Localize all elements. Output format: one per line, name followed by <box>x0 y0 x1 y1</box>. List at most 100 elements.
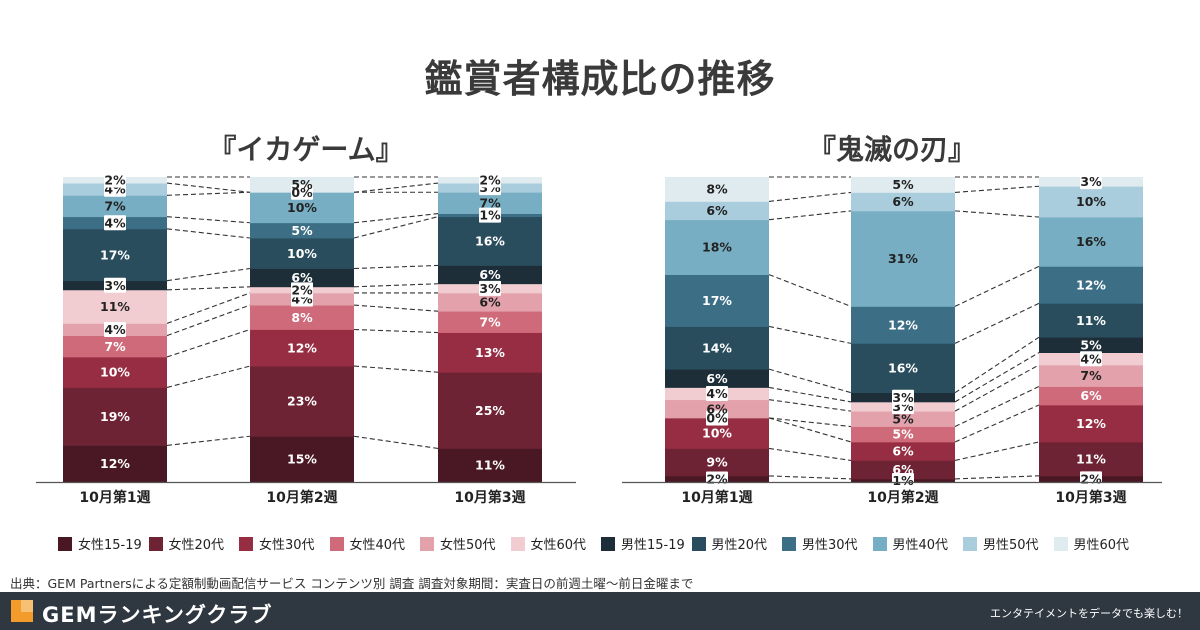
data-label-bg <box>291 184 313 200</box>
connector-line <box>353 213 439 224</box>
legend-item: 女性15-19 <box>58 534 142 553</box>
legend-item: 男性40代 <box>872 534 948 553</box>
bar-segment <box>438 216 542 266</box>
bar-segment <box>665 369 769 388</box>
data-label: 3% <box>104 278 126 293</box>
data-label: 15% <box>287 452 317 467</box>
bar-segment <box>1039 337 1143 354</box>
footer-bar: GEMランキングクラブ エンタテイメントをデータでも楽しむ！ <box>0 592 1200 630</box>
bar-segment <box>665 274 769 327</box>
bar-segment <box>1039 186 1143 218</box>
data-label: 12% <box>888 317 918 332</box>
connector-line <box>768 210 852 221</box>
legend-label: 女性30代 <box>259 538 315 553</box>
legend-label: 女性15-19 <box>78 538 142 553</box>
bar-segment <box>665 326 769 370</box>
legend-item: 女性50代 <box>420 534 496 553</box>
bar-segment <box>438 265 542 285</box>
connector-line <box>954 302 1040 344</box>
bar-segment <box>63 356 167 388</box>
bar-segment <box>250 222 354 239</box>
legend-label: 女性60代 <box>530 538 587 553</box>
bar-segment <box>1039 404 1143 443</box>
bar-segment <box>1039 386 1143 406</box>
data-label: 3% <box>1080 174 1102 189</box>
data-label: 19% <box>100 409 130 424</box>
data-label: 0% <box>706 410 728 425</box>
data-label: 5% <box>291 223 313 238</box>
bar-segment <box>438 448 542 483</box>
bar-segment <box>665 201 769 221</box>
data-label: 5% <box>291 177 313 192</box>
bar-segment <box>851 460 955 480</box>
legend-item: 男性30代 <box>782 534 858 553</box>
x-tick-label: 10月第2週 <box>266 489 337 506</box>
main-title: 鑑賞者構成比の推移 <box>424 57 776 101</box>
connector-line <box>954 185 1040 193</box>
footer-brand[interactable]: GEMランキングクラブ <box>42 603 273 627</box>
legend-item: 男性50代 <box>963 534 1039 553</box>
bar-segment <box>1039 217 1143 267</box>
legend-swatch <box>601 536 615 551</box>
connector-line <box>353 182 439 193</box>
connector-line <box>353 216 439 239</box>
bar-segment <box>1039 441 1143 477</box>
connector-line <box>353 304 439 312</box>
legend-swatch <box>239 536 253 551</box>
data-label: 14% <box>702 340 732 355</box>
data-label: 6% <box>892 194 914 209</box>
data-label: 2% <box>479 173 501 188</box>
data-label: 12% <box>1076 416 1106 431</box>
data-label: 4% <box>706 386 728 401</box>
data-label: 10% <box>1076 194 1106 209</box>
legend-swatch <box>1053 536 1068 551</box>
legend-item: 男性20代 <box>691 534 768 553</box>
bar-segment <box>63 387 167 446</box>
legend-label: 女性50代 <box>440 538 496 553</box>
legend-swatch <box>691 536 706 551</box>
x-tick-label: 10月第1週 <box>681 489 752 506</box>
data-label-bg <box>479 207 501 223</box>
legend-swatch <box>58 536 72 551</box>
data-label: 11% <box>100 299 130 314</box>
data-label: 6% <box>706 371 728 386</box>
gem-logo-icon <box>11 600 33 622</box>
data-label: 5% <box>1080 337 1102 352</box>
chart-title-squid-game: 『イカゲーム』 <box>208 133 404 166</box>
connector-line <box>166 328 251 358</box>
data-label: 6% <box>706 203 728 218</box>
data-label: 6% <box>479 267 501 282</box>
data-label: 5% <box>892 411 914 426</box>
legend-label: 男性30代 <box>802 538 858 553</box>
connector-line <box>768 274 852 307</box>
legend-swatch <box>420 536 434 551</box>
x-tick-label: 10月第2週 <box>867 489 938 506</box>
bar-segment <box>1039 266 1143 304</box>
legend-label: 男性20代 <box>711 538 768 553</box>
data-label-bg <box>104 277 126 293</box>
data-label: 10% <box>287 246 317 261</box>
data-label-bg <box>1080 351 1102 367</box>
connector-line <box>768 417 852 443</box>
bar-segment <box>438 332 542 373</box>
bar-segment <box>851 192 955 212</box>
data-label-bg <box>104 322 126 337</box>
data-label: 0% <box>291 185 313 200</box>
data-label: 6% <box>1080 388 1102 403</box>
data-label: 6% <box>479 295 501 310</box>
bar-segment <box>851 441 955 461</box>
data-label: 7% <box>104 339 126 354</box>
data-label: 6% <box>892 462 914 477</box>
connector-line <box>768 386 852 403</box>
bar-segment <box>63 195 167 218</box>
data-label: 9% <box>706 455 728 470</box>
data-label: 11% <box>1076 451 1106 466</box>
connector-line <box>166 228 251 239</box>
x-tick-label: 10月第3週 <box>454 489 525 506</box>
data-label: 5% <box>892 177 914 192</box>
bar-segment <box>250 305 354 330</box>
connector-line <box>768 325 852 344</box>
data-label: 6% <box>892 444 914 459</box>
x-tick-label: 10月第3週 <box>1055 489 1126 506</box>
